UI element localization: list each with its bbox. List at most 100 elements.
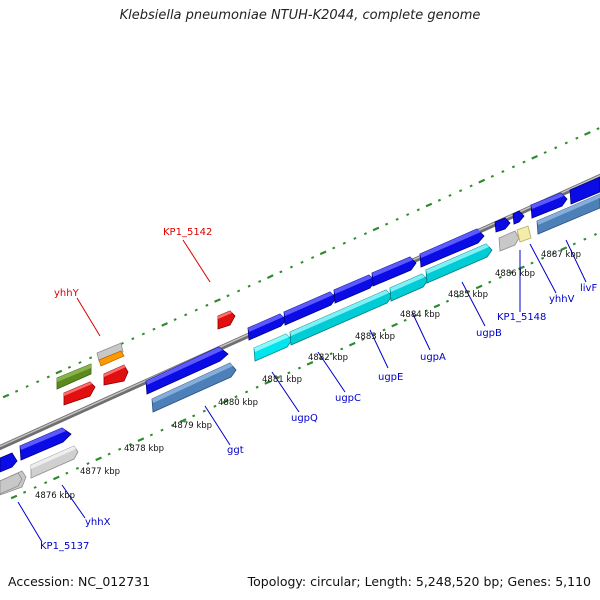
- gene-feature-ggt[interactable]: [151, 362, 237, 413]
- tick-dot: [306, 360, 314, 366]
- tick-dot: [361, 337, 365, 341]
- gene-label-KP1_5137[interactable]: KP1_5137: [40, 541, 89, 552]
- tick-dot: [469, 184, 473, 188]
- tick-dot: [531, 154, 538, 160]
- gene-feature-livF[interactable]: [536, 193, 600, 235]
- gene-feature-KP1_5142[interactable]: [217, 310, 236, 330]
- tick-dot: [255, 385, 259, 389]
- gene-label-ugpA[interactable]: ugpA: [420, 352, 446, 363]
- tick-dot: [433, 303, 441, 309]
- gene-feature-gray-small[interactable]: [96, 342, 124, 362]
- tick-dot: [222, 399, 229, 404]
- tick-label-4882: 4882 kbp: [308, 353, 348, 363]
- tick-dot: [406, 213, 410, 217]
- tick-dot: [89, 356, 93, 360]
- tick-dot: [511, 165, 516, 169]
- gene-label-ugpE[interactable]: ugpE: [378, 372, 403, 383]
- gene-feature-blue-d[interactable]: [283, 291, 337, 326]
- gene-feature-KP1_5148[interactable]: [498, 230, 520, 252]
- tick-dot: [403, 318, 407, 322]
- tick-dot: [593, 232, 597, 236]
- gene-label-ugpC[interactable]: ugpC: [335, 393, 361, 404]
- tick-dot: [310, 256, 315, 260]
- gene-label-yhhY[interactable]: yhhY: [54, 288, 80, 299]
- tick-dot: [518, 265, 525, 271]
- tick-dot: [348, 341, 356, 347]
- tick-dot: [363, 232, 368, 236]
- tick-dot: [575, 136, 579, 140]
- tick-dot: [425, 202, 433, 208]
- tick-dot: [445, 299, 450, 303]
- leader-ugpB: [461, 281, 486, 327]
- tick-dot: [266, 274, 274, 279]
- gene-label-yhhV[interactable]: yhhV: [549, 294, 575, 305]
- tick-dot: [384, 222, 389, 226]
- leader-ugpE: [369, 329, 389, 369]
- gene-feature-blue-f[interactable]: [371, 256, 417, 287]
- gene-feature-blue-j[interactable]: [530, 192, 568, 219]
- gene-feature-blue-b[interactable]: [145, 346, 229, 395]
- tick-dot: [456, 294, 460, 298]
- tick-dot: [498, 275, 502, 279]
- tick-dot: [234, 395, 238, 399]
- leader-ugpA: [411, 311, 431, 351]
- map-title: Klebsiella pneumoniae NTUH-K2044, comple…: [119, 8, 481, 23]
- tick-dot: [46, 375, 50, 379]
- gene-feature-blue-c[interactable]: [247, 313, 287, 341]
- tick-dot: [540, 256, 545, 260]
- leader-ggt: [204, 405, 231, 446]
- tick-dot: [318, 357, 323, 361]
- gene-label-yhhX[interactable]: yhhX: [85, 517, 111, 528]
- tick-label-4883: 4883 kbp: [355, 332, 395, 342]
- gene-feature-yhhV[interactable]: [516, 225, 532, 243]
- gene-feature-blue-g[interactable]: [419, 228, 485, 268]
- gene-label-ugpB[interactable]: ugpB: [476, 328, 502, 339]
- gene-feature-ugpC[interactable]: [289, 289, 393, 346]
- gene-feature-ugpE[interactable]: [389, 273, 429, 302]
- tick-label-4878: 4878 kbp: [124, 444, 164, 454]
- leader-ugpQ: [271, 371, 300, 413]
- gene-label-ggt[interactable]: ggt: [227, 445, 244, 456]
- gene-feature-blue-a[interactable]: [19, 427, 72, 461]
- tick-dot: [67, 365, 72, 369]
- tick-dot: [372, 226, 380, 232]
- gene-label-livF[interactable]: livF: [580, 283, 597, 294]
- gene-feature-left-blue[interactable]: [0, 452, 18, 473]
- tick-dot: [137, 437, 145, 443]
- genome-summary-text: Topology: circular; Length: 5,248,520 bp…: [247, 574, 591, 589]
- gene-feature-orange[interactable]: [98, 350, 125, 367]
- tick-dot: [75, 466, 80, 470]
- tick-dot: [95, 456, 102, 462]
- tick-dot: [244, 390, 249, 394]
- gene-feature-ugpA-B[interactable]: [425, 243, 493, 284]
- tick-dot: [395, 217, 399, 221]
- gene-feature-red-2[interactable]: [103, 364, 129, 386]
- gene-label-KP1_5148[interactable]: KP1_5148: [497, 312, 546, 323]
- tick-dot: [141, 332, 146, 336]
- tick-dot: [128, 442, 132, 446]
- gene-label-ugpQ[interactable]: ugpQ: [291, 413, 318, 424]
- tick-dot: [214, 298, 221, 303]
- gene-feature-KP1_5137[interactable]: [0, 472, 23, 495]
- tick-dot: [297, 366, 301, 370]
- tick-dot: [437, 198, 442, 202]
- tick-dot: [226, 294, 230, 298]
- gene-feature-ugpQ[interactable]: [253, 333, 293, 362]
- gene-feature-blue-h[interactable]: [494, 217, 511, 233]
- tick-dot: [300, 260, 304, 264]
- leader-yhhY: [76, 297, 101, 337]
- tick-dot: [509, 271, 513, 275]
- tick-dot: [25, 384, 29, 388]
- gene-feature-red-1[interactable]: [63, 381, 96, 406]
- gene-features: [0, 176, 600, 496]
- tick-label-4887: 4887 kbp: [541, 250, 581, 260]
- tick-dot: [478, 178, 486, 184]
- tick-dot: [564, 141, 568, 145]
- gene-feature-yhhX[interactable]: [30, 445, 79, 479]
- tick-dot: [184, 313, 188, 317]
- gene-feature-yhhY[interactable]: [56, 363, 92, 390]
- gene-feature-blue-k[interactable]: [569, 176, 600, 205]
- gene-feature-blue-i[interactable]: [512, 210, 525, 225]
- gene-label-KP1_5142[interactable]: KP1_5142: [163, 227, 212, 238]
